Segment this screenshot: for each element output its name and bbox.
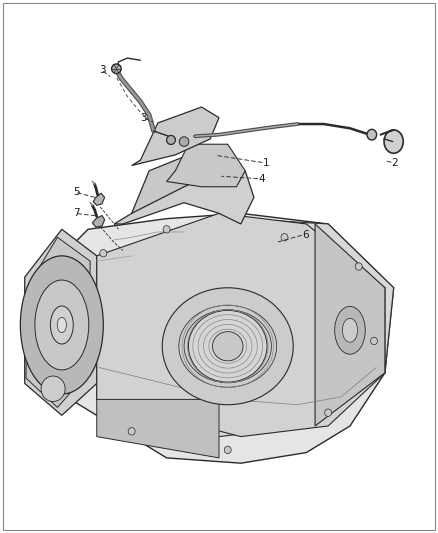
Ellipse shape: [371, 337, 378, 345]
Ellipse shape: [128, 427, 135, 435]
Polygon shape: [25, 229, 97, 415]
Polygon shape: [97, 399, 219, 458]
Ellipse shape: [35, 280, 89, 370]
Text: 6: 6: [302, 230, 309, 240]
Text: 5: 5: [73, 187, 79, 197]
Polygon shape: [97, 213, 385, 437]
Circle shape: [384, 130, 403, 154]
Text: 7: 7: [73, 208, 79, 219]
Ellipse shape: [166, 135, 175, 144]
Polygon shape: [97, 219, 394, 437]
Text: 1: 1: [263, 158, 269, 168]
Ellipse shape: [367, 130, 377, 140]
Ellipse shape: [188, 310, 267, 382]
Ellipse shape: [50, 306, 73, 344]
Polygon shape: [92, 215, 105, 227]
Ellipse shape: [20, 256, 103, 394]
Polygon shape: [315, 224, 385, 426]
Ellipse shape: [57, 317, 67, 333]
Ellipse shape: [212, 332, 243, 361]
Ellipse shape: [281, 233, 288, 241]
Ellipse shape: [100, 249, 107, 257]
Ellipse shape: [112, 64, 121, 74]
Ellipse shape: [343, 318, 357, 342]
Polygon shape: [132, 107, 219, 165]
Text: 3: 3: [99, 65, 106, 75]
Ellipse shape: [41, 376, 65, 401]
Polygon shape: [166, 144, 245, 187]
Ellipse shape: [325, 409, 332, 416]
Text: 2: 2: [392, 158, 398, 168]
Ellipse shape: [335, 306, 365, 354]
Ellipse shape: [355, 263, 362, 270]
Text: 3: 3: [141, 112, 147, 123]
Ellipse shape: [162, 288, 293, 405]
Ellipse shape: [163, 225, 170, 233]
Ellipse shape: [179, 137, 189, 147]
Ellipse shape: [224, 446, 231, 454]
Polygon shape: [93, 193, 105, 205]
Text: 4: 4: [258, 174, 265, 184]
Polygon shape: [26, 237, 90, 407]
Polygon shape: [114, 165, 254, 224]
Polygon shape: [132, 150, 228, 213]
Polygon shape: [25, 213, 394, 463]
